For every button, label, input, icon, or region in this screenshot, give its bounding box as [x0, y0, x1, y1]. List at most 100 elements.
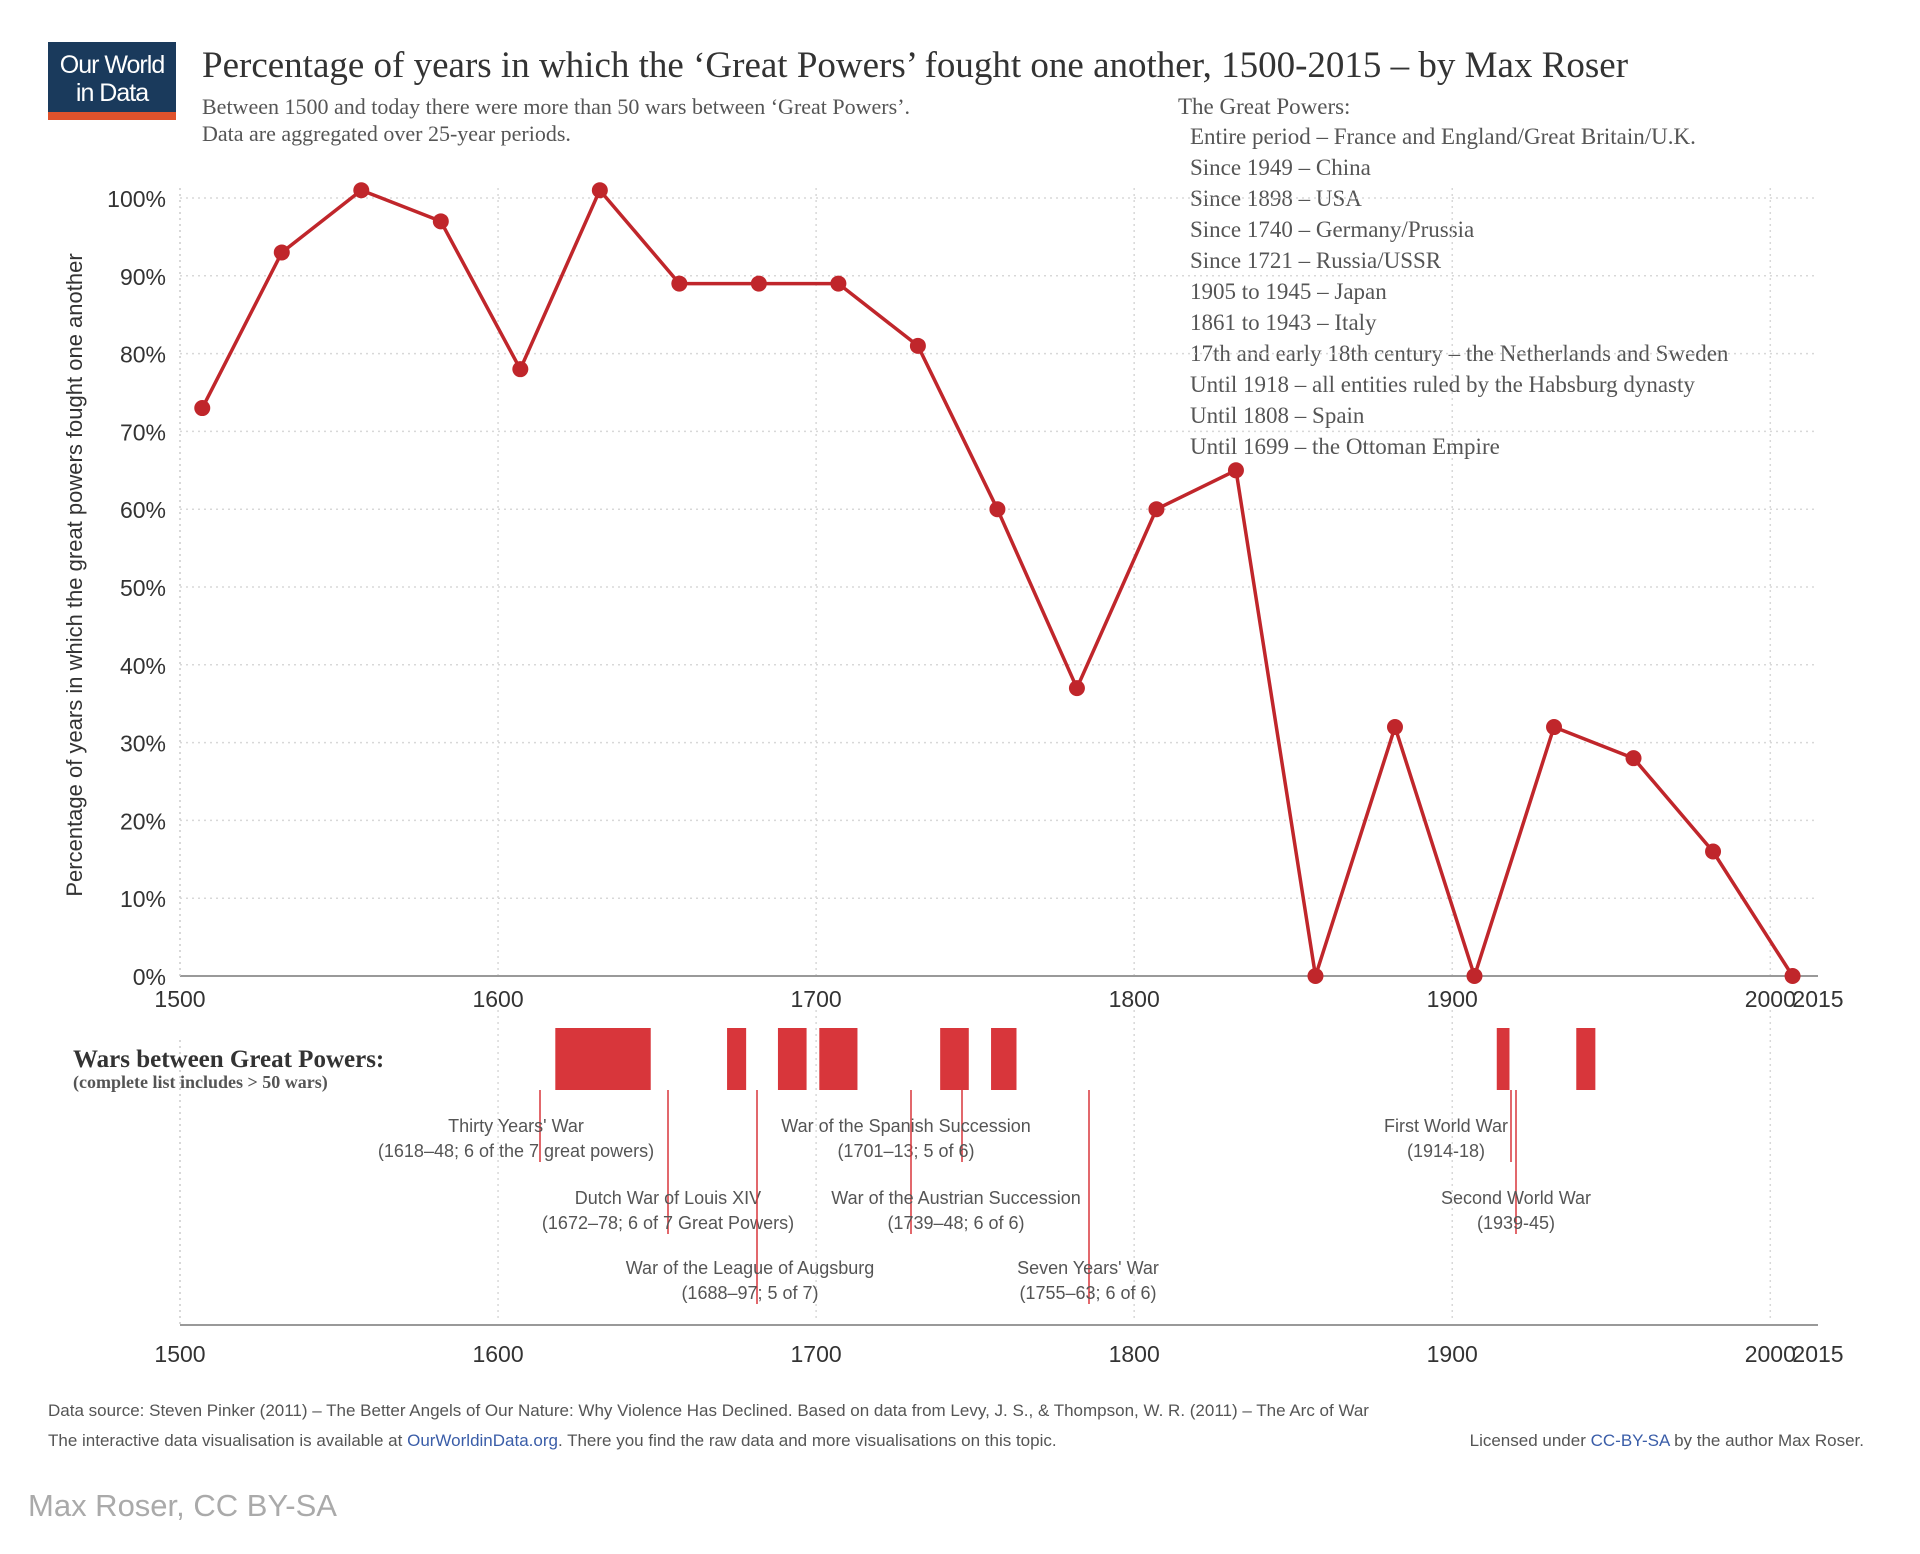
y-tick-label: 0%: [133, 964, 166, 990]
x-tick-label-wars: 1600: [472, 1341, 523, 1367]
logo-line-2: in Data: [76, 79, 149, 107]
war-detail: (1939-45): [1477, 1213, 1555, 1233]
license-note: Licensed under CC-BY-SA by the author Ma…: [1470, 1431, 1864, 1450]
war-detail: (1914-18): [1407, 1141, 1485, 1161]
great-powers-item: Since 1898 – USA: [1190, 186, 1362, 211]
data-point[interactable]: [1068, 680, 1085, 697]
data-point[interactable]: [909, 337, 926, 354]
war-detail: (1755–63; 6 of 6): [1019, 1283, 1156, 1303]
war-detail: (1688–97; 5 of 7): [681, 1283, 818, 1303]
y-tick-label: 20%: [120, 808, 166, 834]
war-name: Dutch War of Louis XIV: [575, 1188, 761, 1208]
great-powers-item: Until 1808 – Spain: [1190, 403, 1365, 428]
data-point[interactable]: [1784, 968, 1801, 984]
war-bar[interactable]: [727, 1028, 747, 1090]
x-tick-label: 1600: [472, 986, 523, 1012]
data-point[interactable]: [432, 213, 449, 230]
war-bar[interactable]: [940, 1028, 969, 1090]
credit-watermark: Max Roser, CC BY-SA: [28, 1488, 337, 1523]
great-powers-item: Since 1721 – Russia/USSR: [1190, 248, 1442, 273]
data-point[interactable]: [830, 275, 847, 292]
war-bar[interactable]: [1496, 1028, 1510, 1090]
data-point[interactable]: [194, 400, 211, 417]
chart-title: Percentage of years in which the ‘Great …: [202, 45, 1628, 86]
data-point[interactable]: [1546, 719, 1563, 736]
war-name: Second World War: [1441, 1188, 1591, 1208]
war-bar[interactable]: [819, 1028, 858, 1090]
interactive-prefix: The interactive data visualisation is av…: [48, 1431, 407, 1450]
great-powers-item: Since 1949 – China: [1190, 155, 1371, 180]
owid-link[interactable]: OurWorldinData.org: [407, 1431, 558, 1450]
data-point[interactable]: [1307, 968, 1324, 984]
data-point[interactable]: [512, 361, 529, 378]
war-bar[interactable]: [555, 1028, 651, 1090]
wars-heading: Wars between Great Powers:: [73, 1046, 384, 1073]
data-point[interactable]: [1466, 968, 1483, 984]
war-detail: (1672–78; 6 of 7 Great Powers): [542, 1213, 794, 1233]
war-detail: (1701–13; 5 of 6): [837, 1141, 974, 1161]
data-point[interactable]: [1625, 750, 1642, 767]
x-tick-label: 1800: [1109, 986, 1160, 1012]
data-point[interactable]: [671, 275, 688, 292]
great-powers-item: 1905 to 1945 – Japan: [1190, 279, 1387, 304]
x-tick-label-wars: 1900: [1427, 1341, 1478, 1367]
x-tick-label-wars: 2000: [1745, 1341, 1796, 1367]
license-prefix: Licensed under: [1470, 1431, 1591, 1450]
y-tick-label: 70%: [120, 419, 166, 445]
data-point[interactable]: [273, 244, 290, 261]
grid: [180, 188, 1818, 1322]
series: [194, 182, 1801, 984]
war-bar[interactable]: [777, 1028, 807, 1090]
data-point[interactable]: [750, 275, 767, 292]
y-tick-label: 10%: [120, 886, 166, 912]
license-link[interactable]: CC-BY-SA: [1591, 1431, 1671, 1450]
x-tick-label: 1900: [1427, 986, 1478, 1012]
owid-logo[interactable]: Our World in Data: [48, 42, 176, 120]
great-powers-item: 1861 to 1943 – Italy: [1190, 310, 1377, 335]
chart-subtitle-line-1: Between 1500 and today there were more t…: [202, 94, 910, 119]
y-tick-label: 90%: [120, 264, 166, 290]
data-source-note: Data source: Steven Pinker (2011) – The …: [48, 1401, 1369, 1420]
war-bar[interactable]: [991, 1028, 1017, 1090]
x-tick-label: 1500: [154, 986, 205, 1012]
war-name: First World War: [1384, 1116, 1508, 1136]
great-powers-list: Entire period – France and England/Great…: [1190, 124, 1729, 459]
logo-stripe: [48, 112, 176, 120]
data-point[interactable]: [1148, 501, 1165, 518]
x-tick-label: 2015: [1792, 986, 1843, 1012]
war-name: Seven Years' War: [1017, 1258, 1159, 1278]
data-point[interactable]: [353, 182, 370, 199]
chart-subtitle-line-2: Data are aggregated over 25-year periods…: [202, 121, 571, 146]
logo-line-1: Our World: [60, 51, 165, 79]
war-bar[interactable]: [1576, 1028, 1596, 1090]
x-tick-label-wars: 1700: [791, 1341, 842, 1367]
wars-panel: Thirty Years' War (1618–48; 6 of the 7 gr…: [378, 1028, 1596, 1304]
war-name: Thirty Years' War: [448, 1116, 584, 1136]
x-tick-label-wars: 1500: [154, 1341, 205, 1367]
license-suffix: by the author Max Roser.: [1669, 1431, 1864, 1450]
x-tick-label: 2000: [1745, 986, 1796, 1012]
x-tick-label-wars: 2015: [1792, 1341, 1843, 1367]
data-point[interactable]: [1227, 462, 1244, 479]
x-tick-label: 1700: [791, 986, 842, 1012]
y-tick-label: 60%: [120, 497, 166, 523]
data-point[interactable]: [989, 501, 1006, 518]
y-tick-label: 50%: [120, 575, 166, 601]
data-point[interactable]: [1386, 719, 1403, 736]
great-powers-item: Until 1699 – the Ottoman Empire: [1190, 434, 1500, 459]
great-powers-item: Until 1918 – all entities ruled by the H…: [1190, 372, 1695, 397]
data-point[interactable]: [591, 182, 608, 199]
series-line: [200, 188, 1795, 978]
interactive-note: The interactive data visualisation is av…: [48, 1431, 1057, 1450]
great-powers-heading: The Great Powers:: [1178, 94, 1350, 119]
x-tick-label-wars: 1800: [1109, 1341, 1160, 1367]
war-name: War of the Austrian Succession: [831, 1188, 1080, 1208]
great-powers-item: Since 1740 – Germany/Prussia: [1190, 217, 1474, 242]
wars-subheading: (complete list includes > 50 wars): [73, 1072, 328, 1093]
data-point[interactable]: [1705, 843, 1722, 860]
interactive-suffix: . There you find the raw data and more v…: [558, 1431, 1057, 1450]
great-powers-item: Entire period – France and England/Great…: [1190, 124, 1696, 149]
war-detail: (1618–48; 6 of the 7 great powers): [378, 1141, 654, 1161]
war-detail: (1739–48; 6 of 6): [887, 1213, 1024, 1233]
